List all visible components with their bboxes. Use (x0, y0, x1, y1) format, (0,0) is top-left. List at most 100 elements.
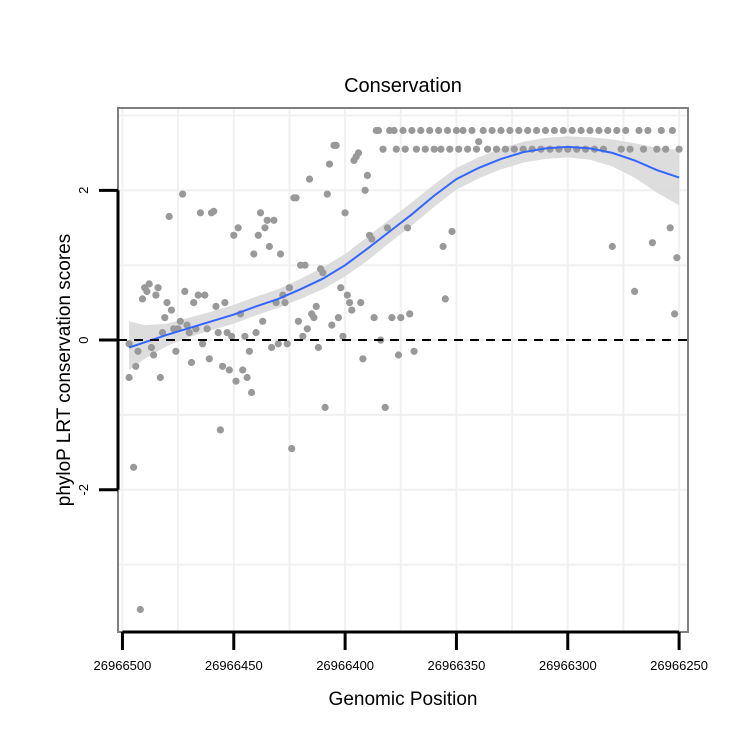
x-tick-label: 26966350 (428, 658, 486, 673)
data-point (245, 347, 253, 355)
data-point (203, 325, 211, 333)
data-point (252, 329, 260, 337)
data-point (145, 280, 153, 288)
data-point (524, 126, 532, 135)
data-point (167, 306, 175, 314)
data-point (319, 269, 327, 277)
data-point (399, 126, 407, 135)
x-tick-label: 26966450 (205, 658, 263, 673)
data-point (152, 291, 160, 299)
data-point (163, 299, 171, 307)
data-point (673, 254, 681, 262)
data-point (183, 321, 191, 329)
data-point (265, 242, 273, 251)
data-point (250, 250, 258, 258)
data-point (125, 340, 133, 348)
data-point (187, 358, 196, 367)
data-point (276, 250, 285, 258)
data-point (136, 605, 144, 614)
data-point (488, 126, 496, 135)
data-point (314, 343, 322, 352)
data-point (312, 302, 320, 310)
data-point (639, 145, 648, 153)
data-point (388, 314, 396, 322)
data-point (497, 126, 505, 135)
y-axis: -2 0 2 (76, 187, 120, 496)
data-point (666, 224, 674, 232)
data-point (310, 314, 318, 322)
data-point (604, 126, 612, 135)
data-point (472, 145, 481, 153)
data-point (134, 347, 142, 355)
data-point (301, 261, 309, 269)
data-point (299, 332, 307, 340)
x-axis: 26966500 26966450 26966400 26966350 26966300… (94, 630, 708, 673)
data-point (446, 145, 454, 153)
data-point (150, 351, 158, 359)
x-tick-label: 26966300 (539, 658, 597, 673)
data-point (468, 126, 476, 135)
data-point (165, 212, 173, 221)
confidence-ribbon-layer (129, 136, 680, 370)
data-point (216, 426, 224, 434)
data-point (261, 224, 269, 232)
data-point (631, 287, 639, 295)
x-tick-label: 26966500 (94, 658, 152, 673)
data-point (201, 291, 209, 299)
data-point (181, 287, 189, 295)
data-point (161, 314, 169, 322)
data-point (147, 343, 155, 352)
data-point (479, 126, 487, 135)
x-tick-label: 26966400 (316, 658, 374, 673)
data-point (668, 126, 677, 135)
data-point (459, 126, 467, 135)
data-point (210, 207, 218, 215)
data-point (285, 284, 293, 292)
data-point (648, 239, 657, 247)
data-point (254, 231, 262, 239)
data-point (397, 314, 405, 322)
data-point (662, 145, 670, 153)
data-point (343, 291, 351, 299)
data-point (234, 224, 242, 232)
data-point (294, 317, 302, 325)
data-point (675, 145, 683, 153)
data-point (644, 126, 652, 135)
chart-title: Conservation (344, 75, 462, 97)
data-point (492, 145, 501, 153)
data-point (143, 287, 151, 295)
data-point (435, 126, 443, 135)
data-point (348, 306, 356, 314)
data-point (577, 126, 585, 135)
data-point (270, 216, 278, 224)
data-point (154, 284, 162, 292)
data-point (125, 373, 133, 382)
smooth-fit-line (128, 145, 680, 349)
data-point (248, 388, 256, 397)
data-point (328, 321, 336, 329)
data-point (671, 310, 679, 318)
data-point (288, 445, 296, 453)
data-point (515, 126, 523, 135)
data-point (464, 145, 472, 153)
data-point (608, 242, 616, 251)
data-point (256, 209, 265, 217)
data-point (412, 145, 420, 153)
data-point (510, 145, 518, 153)
data-point (190, 299, 198, 307)
data-point (426, 126, 434, 135)
data-point (241, 332, 249, 340)
data-point (179, 190, 187, 198)
points-layer (125, 126, 683, 614)
data-point (158, 329, 167, 337)
data-point (239, 366, 247, 374)
data-point (325, 160, 334, 168)
data-point (214, 329, 222, 337)
data-point (501, 145, 509, 153)
data-point (370, 314, 378, 322)
data-point (403, 224, 412, 232)
data-point (357, 299, 365, 307)
data-point (321, 403, 329, 411)
data-point (410, 347, 418, 355)
data-point (568, 126, 576, 135)
